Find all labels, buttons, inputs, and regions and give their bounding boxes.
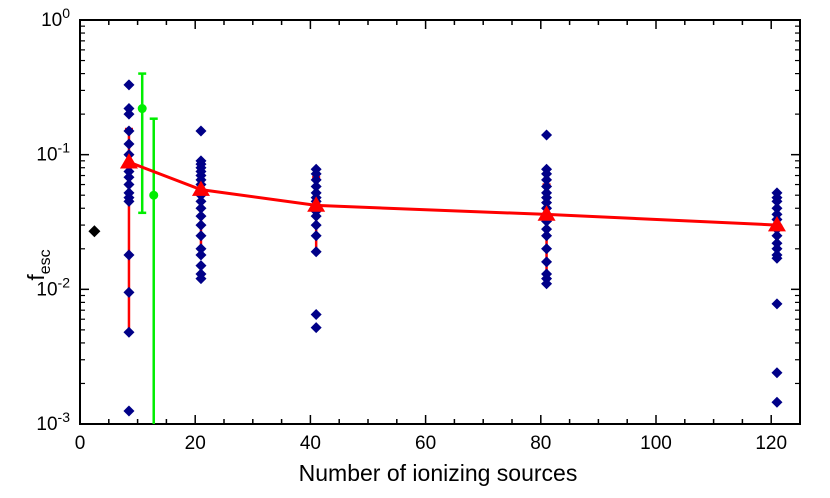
x-tick-label: 40 — [300, 433, 321, 454]
individual-point — [123, 108, 135, 120]
individual-point — [123, 179, 135, 191]
individual-point — [771, 367, 783, 379]
green-point — [137, 104, 147, 114]
median-point — [537, 205, 556, 221]
y-tick-label-exponent: -3 — [58, 409, 71, 425]
x-tick-label: 100 — [640, 433, 672, 454]
individual-point — [195, 230, 207, 242]
y-tick-label: 10-1 — [36, 140, 70, 166]
x-axis-title: Number of ionizing sources — [299, 460, 578, 486]
median-line-layer — [128, 160, 778, 227]
y-tick-label-base: 10 — [36, 145, 57, 166]
individual-point — [123, 249, 135, 261]
individual-point — [310, 219, 322, 231]
individual-point — [310, 174, 322, 186]
individual-point — [310, 309, 322, 321]
y-tick-label-base: 10 — [41, 10, 62, 31]
individual-point — [123, 165, 135, 177]
individual-point — [123, 171, 135, 183]
individual-point — [195, 202, 207, 214]
individual-point — [123, 195, 135, 207]
x-tick-label: 120 — [755, 433, 787, 454]
individual-point — [195, 260, 207, 272]
x-tick-label: 60 — [415, 433, 436, 454]
individual-point — [771, 243, 783, 255]
median-line — [128, 160, 778, 227]
single-point — [88, 225, 101, 238]
individual-point — [771, 230, 783, 242]
y-tick-label-exponent: -2 — [58, 274, 71, 290]
individual-point — [123, 125, 135, 137]
individual-point — [123, 103, 135, 115]
median-point — [307, 196, 326, 212]
median-point — [119, 153, 138, 169]
median-point — [767, 216, 786, 232]
x-tick-label: 20 — [185, 433, 206, 454]
individual-point — [310, 210, 322, 222]
individual-point — [541, 168, 553, 180]
individual-point — [541, 181, 553, 193]
individual-point — [541, 174, 553, 186]
individual-point — [541, 256, 553, 268]
y-tick-label: 100 — [41, 5, 70, 31]
axis-titles-layer: Number of ionizing sources fesc — [23, 249, 577, 486]
individual-point — [195, 273, 207, 285]
individual-point — [771, 202, 783, 214]
individual-point — [771, 195, 783, 207]
individual-point — [123, 286, 135, 298]
individual-point — [195, 243, 207, 255]
error-bar-layer — [124, 72, 781, 424]
individual-point — [541, 129, 553, 141]
x-tick-label: 0 — [75, 433, 86, 454]
individual-point — [195, 210, 207, 222]
individual-point — [195, 249, 207, 261]
individual-point — [195, 125, 207, 137]
y-tick-label: 10-2 — [36, 274, 70, 300]
individual-point — [123, 405, 135, 417]
individual-point — [123, 79, 135, 91]
individual-point — [310, 168, 322, 180]
plot-frame — [79, 19, 801, 425]
individual-point — [541, 197, 553, 209]
x-tick-label: 80 — [530, 433, 551, 454]
y-axis-title-sub: esc — [37, 249, 54, 274]
individual-point — [771, 298, 783, 310]
y-tick-label-base: 10 — [36, 279, 57, 300]
individual-point — [310, 181, 322, 193]
individual-point — [541, 243, 553, 255]
individual-point — [541, 230, 553, 242]
y-axis-title: fesc — [23, 249, 54, 280]
individual-point — [310, 246, 322, 258]
individual-point — [195, 195, 207, 207]
individual-point — [541, 223, 553, 235]
individual-point — [195, 219, 207, 231]
individual-point — [541, 278, 553, 290]
y-tick-label-base: 10 — [36, 414, 57, 435]
individual-point — [771, 237, 783, 249]
individual-point — [123, 326, 135, 338]
individual-point — [310, 230, 322, 242]
y-tick-label: 10-3 — [36, 409, 70, 435]
points-layer — [88, 79, 786, 417]
individual-point — [771, 252, 783, 264]
median-point — [191, 180, 210, 196]
individual-point — [310, 322, 322, 334]
individual-point — [771, 396, 783, 408]
individual-point — [123, 138, 135, 150]
y-tick-label-exponent: 0 — [62, 5, 70, 21]
svg-text:fesc: fesc — [23, 249, 54, 280]
y-tick-label-exponent: -1 — [58, 140, 71, 156]
y-axis-title-main: f — [23, 274, 49, 281]
green-point — [149, 190, 159, 200]
plot-frame-layer — [79, 19, 801, 425]
